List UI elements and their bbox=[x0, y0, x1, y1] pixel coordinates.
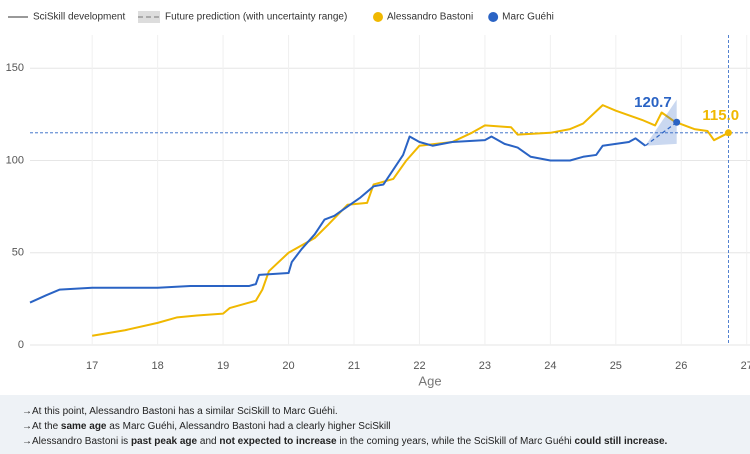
chart: 0 50 100 150 17 18 19 20 21 22 23 24 25 26 27 Age 115.0 1… bbox=[6, 11, 750, 388]
note-text: →At the bbox=[22, 421, 61, 432]
note-text: →At this point, Alessandro Bastoni has a… bbox=[22, 406, 338, 417]
note-text: not expected to increase bbox=[219, 436, 337, 447]
series-line bbox=[92, 104, 729, 337]
value-annotation: 115.0 bbox=[702, 107, 739, 124]
y-tick-label: 50 bbox=[12, 247, 24, 259]
x-tick-label: 19 bbox=[217, 360, 229, 372]
note-line: →At the same age as Marc Guéhi, Alessand… bbox=[22, 419, 750, 434]
x-tick-label: 17 bbox=[86, 360, 98, 372]
x-tick-label: 25 bbox=[610, 360, 622, 372]
series-line bbox=[29, 135, 646, 304]
x-tick-label: 22 bbox=[413, 360, 425, 372]
uncertainty-band bbox=[645, 99, 677, 146]
end-marker bbox=[673, 118, 681, 126]
x-tick-label: 27 bbox=[741, 360, 750, 372]
note-line: →Alessandro Bastoni is past peak age and… bbox=[22, 434, 750, 449]
legend-label: Alessandro Bastoni bbox=[387, 12, 473, 23]
note-text: as Marc Guéhi, Alessandro Bastoni had a … bbox=[106, 421, 391, 432]
note-text: →Alessandro Bastoni is bbox=[22, 436, 131, 447]
note-text: past peak age bbox=[130, 436, 198, 447]
note-line: →At this point, Alessandro Bastoni has a… bbox=[22, 404, 750, 419]
y-tick-label: 150 bbox=[6, 62, 24, 74]
y-tick-label: 0 bbox=[18, 339, 24, 351]
note-text: could still increase. bbox=[574, 436, 668, 447]
legend-marker bbox=[373, 12, 383, 22]
legend-label: Marc Guéhi bbox=[502, 12, 554, 23]
note-text: same age bbox=[60, 421, 107, 432]
end-marker bbox=[724, 129, 732, 137]
x-tick-label: 21 bbox=[348, 360, 360, 372]
legend-label: SciSkill development bbox=[33, 12, 125, 23]
x-tick-label: 26 bbox=[675, 360, 687, 372]
x-tick-label: 23 bbox=[479, 360, 491, 372]
x-tick-label: 24 bbox=[544, 360, 556, 372]
legend-marker bbox=[488, 12, 499, 22]
x-tick-label: 20 bbox=[282, 360, 294, 372]
y-tick-label: 100 bbox=[6, 154, 24, 166]
note-text: and bbox=[197, 436, 220, 447]
x-tick-label: 18 bbox=[152, 360, 164, 372]
value-annotation: 120.7 bbox=[634, 94, 672, 111]
legend-label: Future prediction (with uncertainty rang… bbox=[165, 12, 347, 23]
notes-box: →At this point, Alessandro Bastoni has a… bbox=[0, 395, 750, 454]
note-text: in the coming years, while the SciSkill … bbox=[336, 436, 575, 447]
x-axis-label: Age bbox=[418, 373, 441, 388]
